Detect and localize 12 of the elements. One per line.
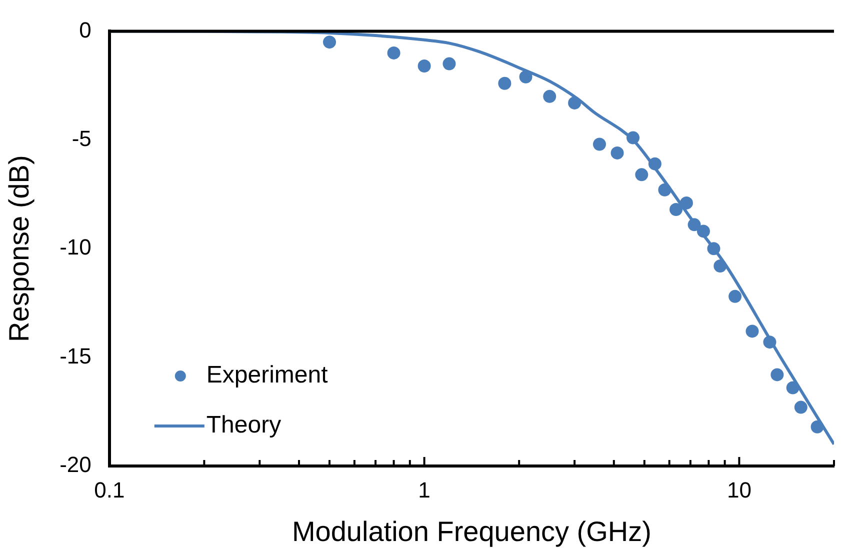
x-tick-label: 1	[418, 477, 430, 502]
legend-label: Theory	[206, 412, 282, 439]
y-tick-label: -15	[60, 343, 92, 368]
x-axis-title: Modulation Frequency (GHz)	[292, 516, 652, 547]
legend-label: Experiment	[206, 362, 328, 389]
y-tick-label: 0	[79, 17, 92, 42]
y-tick-label: -5	[72, 126, 92, 151]
x-tick-label: 10	[726, 477, 752, 502]
y-tick-label: -10	[60, 234, 92, 260]
y-axis-title: Response (dB)	[4, 155, 35, 342]
x-tick-label: 0.1	[94, 477, 125, 502]
y-tick-label: -20	[60, 452, 92, 478]
